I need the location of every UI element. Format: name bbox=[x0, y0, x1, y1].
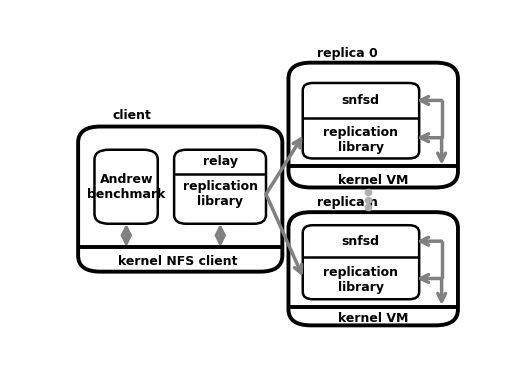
Text: replication
library: replication library bbox=[323, 267, 398, 294]
Text: snfsd: snfsd bbox=[341, 235, 380, 248]
Text: kernel VM: kernel VM bbox=[338, 312, 408, 325]
Text: replication
library: replication library bbox=[323, 126, 398, 153]
FancyBboxPatch shape bbox=[288, 212, 458, 325]
FancyBboxPatch shape bbox=[94, 150, 158, 224]
Text: replica 0: replica 0 bbox=[317, 47, 378, 60]
Text: replica n: replica n bbox=[317, 196, 378, 209]
FancyBboxPatch shape bbox=[288, 63, 458, 187]
FancyBboxPatch shape bbox=[302, 225, 419, 299]
FancyBboxPatch shape bbox=[174, 150, 266, 224]
Text: Andrew
benchmark: Andrew benchmark bbox=[87, 173, 165, 201]
Text: relay: relay bbox=[203, 155, 238, 168]
Text: replication
library: replication library bbox=[183, 180, 258, 208]
FancyBboxPatch shape bbox=[78, 127, 282, 272]
Text: kernel NFS client: kernel NFS client bbox=[119, 255, 238, 268]
Text: client: client bbox=[113, 109, 152, 122]
Text: snfsd: snfsd bbox=[341, 94, 380, 107]
Text: kernel VM: kernel VM bbox=[338, 174, 408, 187]
FancyBboxPatch shape bbox=[302, 83, 419, 158]
